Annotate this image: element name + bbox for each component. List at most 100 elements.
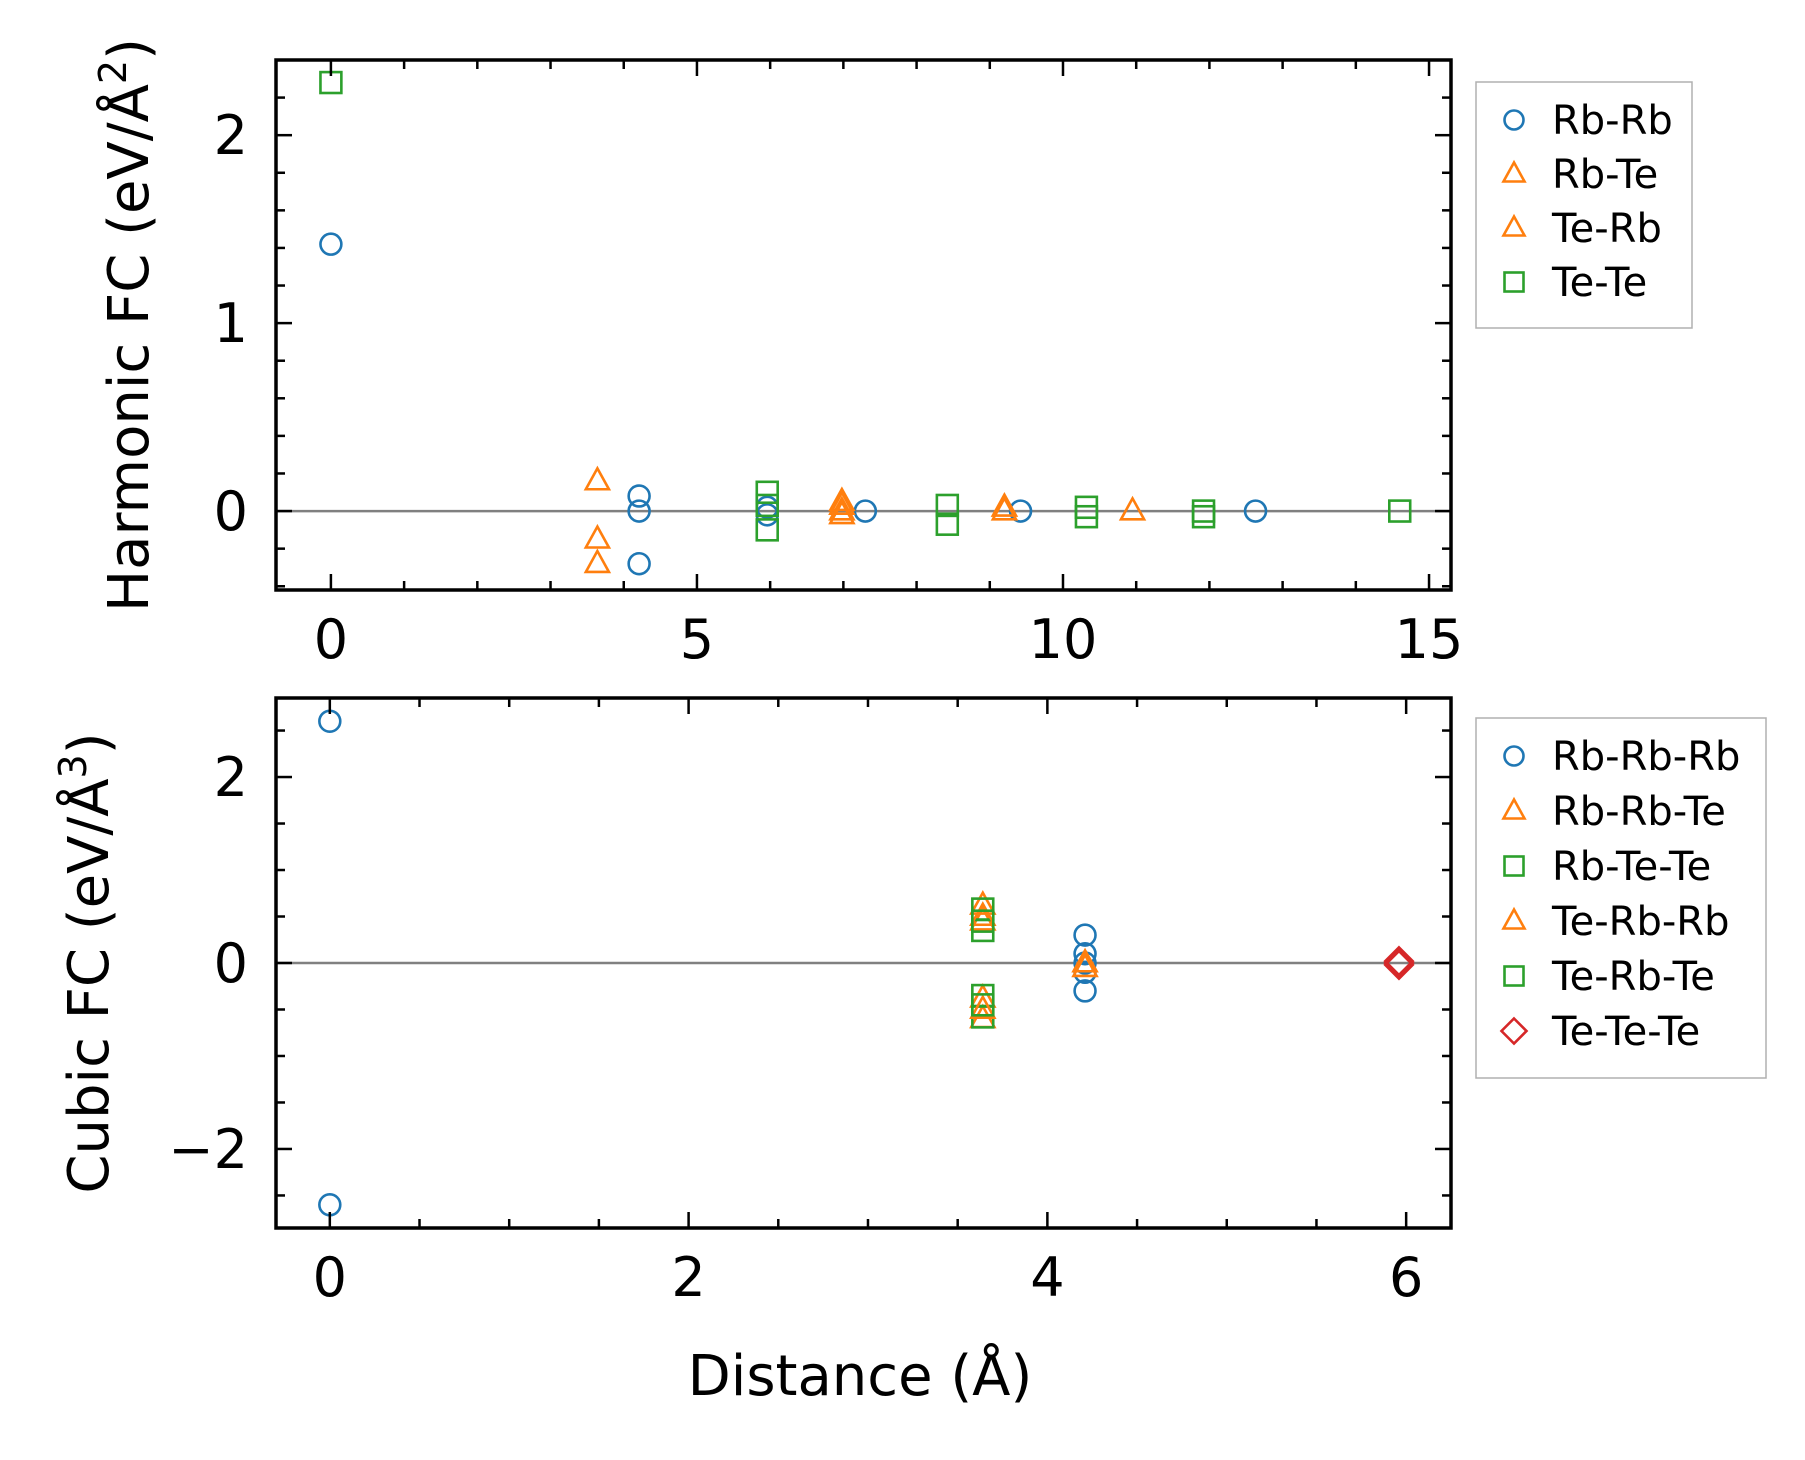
series-rb-te bbox=[583, 465, 1147, 574]
data-point bbox=[755, 493, 779, 518]
data-point bbox=[1503, 855, 1525, 877]
ticks bbox=[276, 58, 1451, 590]
data-point bbox=[1073, 979, 1097, 1003]
legend: Rb-Rb Rb-Te Te-Rb Te-Te bbox=[1475, 81, 1693, 329]
data-point bbox=[755, 518, 779, 542]
y-tick-label: 0 bbox=[214, 932, 248, 995]
data-point bbox=[969, 890, 997, 915]
data-point bbox=[935, 512, 960, 536]
legend-item: Te-Rb-Te bbox=[1503, 954, 1715, 1000]
data-point bbox=[1118, 495, 1147, 521]
data-point bbox=[1071, 952, 1099, 978]
data-point bbox=[935, 493, 960, 518]
data-point bbox=[583, 548, 612, 574]
data-point bbox=[990, 491, 1019, 517]
series-te-te-te bbox=[1383, 945, 1415, 981]
legend: Rb-Rb-Rb Rb-Rb-Te Rb-Te-Te Te-Rb-Rb Te-Rb-Te… bbox=[1475, 717, 1767, 1079]
data-point bbox=[828, 486, 856, 512]
series-te-rb-te bbox=[971, 909, 995, 1017]
y-axis-label: Harmonic FC (eV/Å2) bbox=[91, 38, 162, 612]
data-point bbox=[1073, 941, 1097, 966]
legend-item: Rb-Te-Te bbox=[1503, 844, 1711, 890]
data-point bbox=[583, 465, 612, 491]
data-point bbox=[990, 495, 1019, 521]
legend-label: Rb-Te-Te bbox=[1552, 844, 1711, 890]
harmonic-panel: 0 5 10 15 0 1 2 Harmonic FC (eV/Å2) Rb-Rb Rb-Te Te… bbox=[91, 38, 1693, 671]
series-te-rb bbox=[828, 490, 1019, 525]
x-tick-label: 5 bbox=[680, 608, 714, 671]
data-point bbox=[627, 499, 651, 523]
data-point bbox=[319, 232, 343, 256]
legend-item: Te-Rb-Rb bbox=[1501, 899, 1729, 945]
legend-label: Te-Rb-Rb bbox=[1551, 899, 1729, 945]
plot-frame bbox=[274, 58, 1453, 592]
series-rb-rb bbox=[319, 232, 1268, 576]
y-tick-label: 1 bbox=[214, 292, 248, 355]
cubic-panel: 0 2 4 6 −2 0 2 Cubic FC (eV/Å3) Rb-Rb-Rb Rb-Rb-Te… bbox=[51, 696, 1767, 1309]
x-tick-label: 6 bbox=[1389, 1246, 1423, 1309]
legend-item: Rb-Rb-Rb bbox=[1503, 734, 1740, 780]
data-point bbox=[1383, 949, 1415, 981]
data-point bbox=[1074, 504, 1099, 529]
data-point bbox=[1243, 499, 1268, 523]
legend-item: Rb-Rb-Te bbox=[1501, 789, 1726, 835]
data-point bbox=[828, 499, 856, 525]
series-te-te bbox=[319, 70, 1412, 542]
data-point bbox=[1501, 213, 1527, 237]
legend-box bbox=[1475, 717, 1767, 1079]
data-point bbox=[1501, 796, 1527, 820]
legend-item: Te-Rb bbox=[1501, 206, 1662, 252]
x-axis-label: Distance (Å) bbox=[688, 1343, 1033, 1409]
data-point bbox=[828, 495, 856, 521]
data-point bbox=[1503, 745, 1525, 767]
x-tick-label: 15 bbox=[1395, 608, 1464, 671]
data-point bbox=[1383, 945, 1415, 977]
data-point bbox=[828, 490, 856, 515]
data-point bbox=[755, 480, 779, 505]
data-point bbox=[583, 523, 612, 549]
data-point bbox=[971, 993, 995, 1017]
y-tick-label: −2 bbox=[168, 1118, 248, 1181]
legend-label: Rb-Rb-Te bbox=[1552, 789, 1726, 835]
series-te-rb-rb bbox=[969, 901, 1099, 1020]
data-point bbox=[1388, 499, 1412, 523]
data-point bbox=[1383, 947, 1415, 979]
y-tick-label: 2 bbox=[214, 746, 248, 809]
legend-item: Rb-Rb bbox=[1503, 98, 1673, 144]
data-point bbox=[1073, 923, 1097, 947]
data-point bbox=[1071, 947, 1099, 973]
legend-label: Te-Rb bbox=[1551, 206, 1662, 252]
legend-item: Te-Te-Te bbox=[1499, 1009, 1700, 1055]
y-tick-label: 0 bbox=[214, 480, 248, 543]
data-point bbox=[1501, 159, 1527, 183]
legend-label: Te-Te-Te bbox=[1551, 1009, 1700, 1055]
data-point bbox=[1503, 271, 1525, 293]
data-point bbox=[627, 551, 651, 576]
legend-label: Rb-Te bbox=[1552, 152, 1658, 198]
data-point bbox=[1503, 965, 1525, 987]
y-tick-label: 2 bbox=[214, 104, 248, 167]
data-point bbox=[1191, 504, 1216, 529]
data-point bbox=[1503, 109, 1525, 131]
data-point bbox=[969, 994, 997, 1020]
data-point bbox=[971, 909, 995, 933]
legend-label: Te-Rb-Te bbox=[1551, 954, 1715, 1000]
legend-label: Rb-Rb bbox=[1552, 98, 1673, 144]
legend-box bbox=[1475, 81, 1693, 329]
legend-label: Te-Te bbox=[1551, 260, 1647, 306]
y-axis-label: Cubic FC (eV/Å3) bbox=[51, 732, 122, 1193]
x-tick-label: 10 bbox=[1029, 608, 1098, 671]
ticks bbox=[276, 698, 1451, 1228]
x-tick-label: 2 bbox=[671, 1246, 705, 1309]
legend-label: Rb-Rb-Rb bbox=[1552, 734, 1740, 780]
data-point bbox=[1499, 1016, 1529, 1046]
legend-item: Rb-Te bbox=[1501, 152, 1658, 198]
data-point bbox=[627, 484, 651, 508]
data-point bbox=[1501, 906, 1527, 930]
x-tick-label: 0 bbox=[313, 1246, 347, 1309]
data-point bbox=[969, 901, 997, 927]
x-tick-label: 4 bbox=[1030, 1246, 1064, 1309]
legend-item: Te-Te bbox=[1503, 260, 1647, 306]
x-tick-label: 0 bbox=[314, 608, 348, 671]
